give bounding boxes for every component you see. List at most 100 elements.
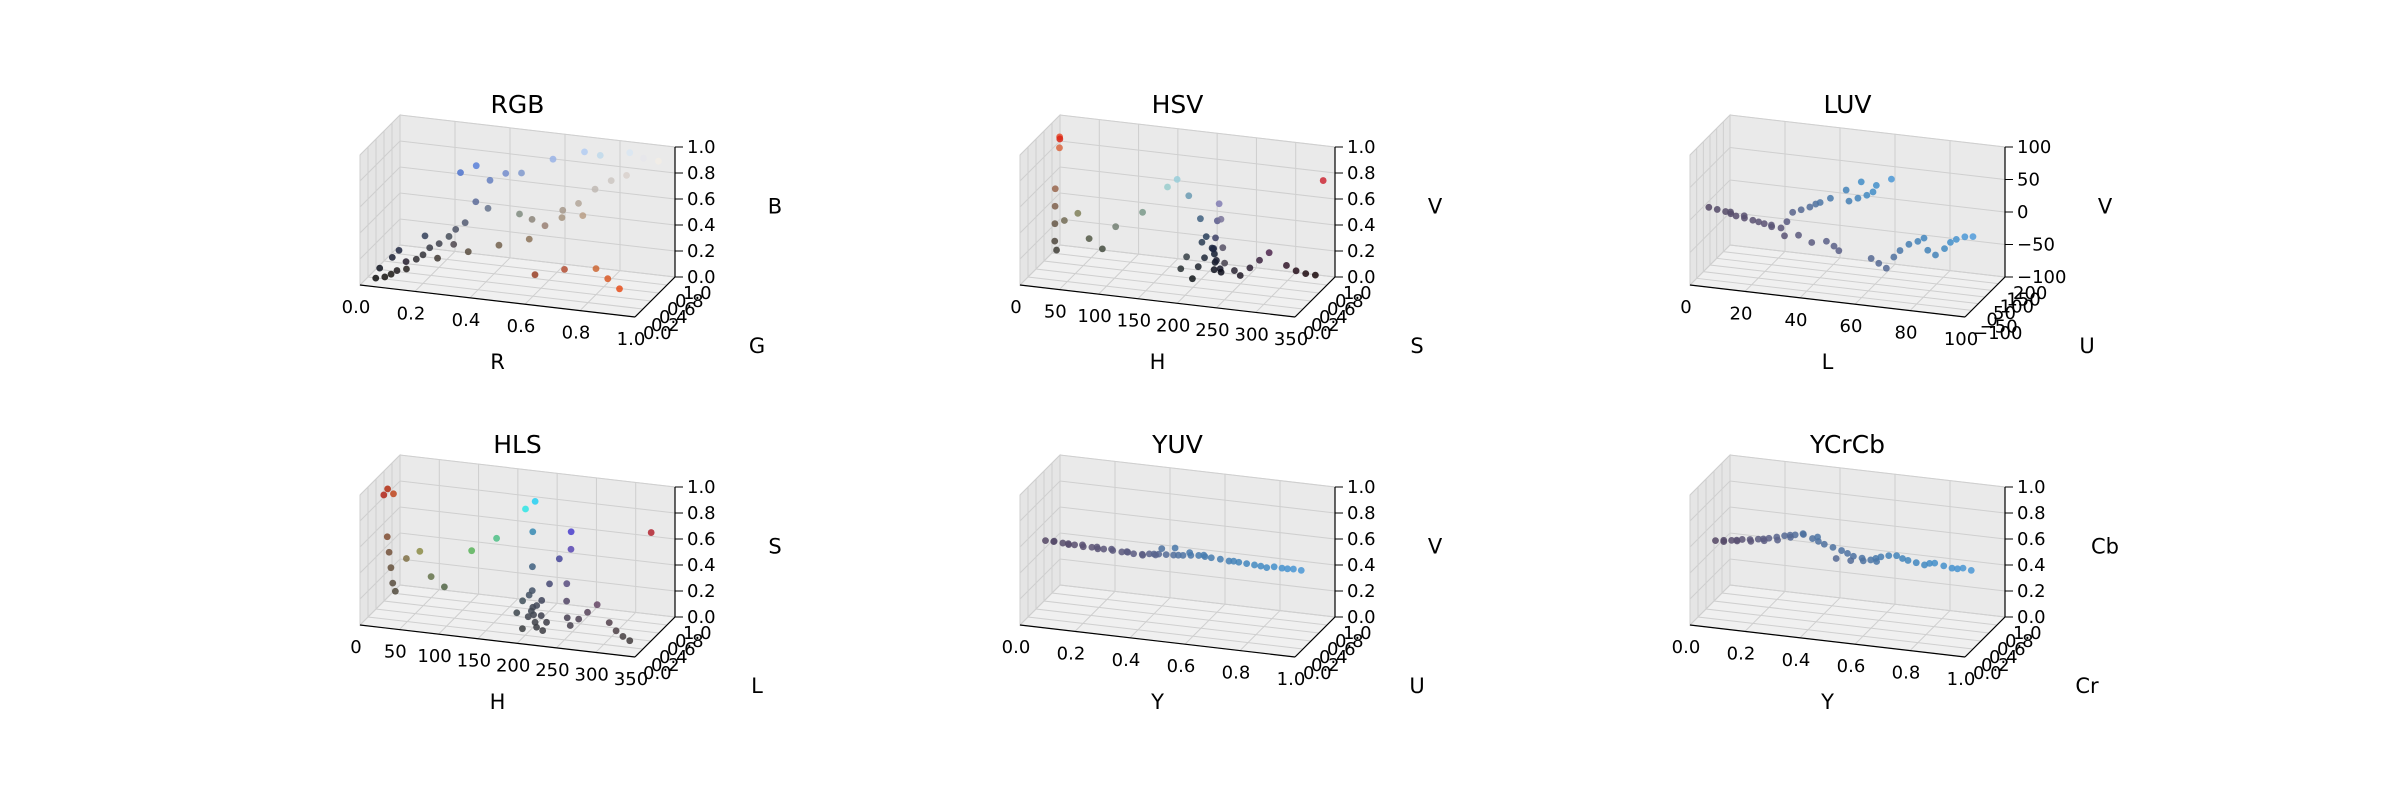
data-point — [1806, 203, 1814, 211]
y-tick-label: 0.8 — [1335, 631, 1364, 652]
x-axis-line — [359, 624, 636, 658]
data-point — [529, 528, 537, 536]
data-point — [1921, 561, 1928, 569]
z-tick-label: −50 — [2017, 235, 2055, 256]
z-axis-label: S — [768, 535, 781, 559]
x-axis-line — [1019, 284, 1296, 318]
data-point — [1212, 234, 1219, 242]
y-tick-label: −50 — [1980, 316, 2018, 337]
data-point — [486, 176, 494, 184]
chart-title: LUV — [1823, 90, 1871, 119]
data-point — [1209, 245, 1217, 253]
data-point — [1164, 183, 1171, 191]
data-point — [1954, 565, 1961, 573]
data-point — [519, 597, 526, 605]
x-tick-label: 50 — [1044, 302, 1067, 323]
data-point — [518, 169, 525, 177]
y-tick-label: 0.0 — [643, 663, 672, 684]
z-tick-label: 0.8 — [687, 503, 716, 524]
y-tick-label: 0.8 — [1335, 291, 1364, 312]
data-point — [1311, 271, 1319, 279]
z-tick-label: 0.6 — [687, 529, 716, 550]
z-grid-line — [1689, 480, 2006, 522]
x-tick-label: 0.4 — [452, 310, 481, 331]
y-tick-label: 200 — [2013, 283, 2047, 304]
y-tick-label: 0 — [1986, 310, 1997, 331]
data-point — [1236, 272, 1244, 279]
data-point — [1302, 270, 1310, 278]
x-tick-label: 50 — [384, 642, 407, 663]
data-point — [566, 622, 574, 629]
x-axis-line — [1019, 624, 1296, 658]
x-tick-label: 350 — [1274, 329, 1308, 350]
x-tick-label: 0 — [350, 637, 361, 658]
z-axis-label: V — [1428, 535, 1443, 559]
data-point — [1823, 237, 1830, 245]
y-tick-label: 1.0 — [1343, 283, 1372, 304]
data-point — [1749, 216, 1757, 224]
data-point — [1967, 567, 1975, 574]
z-tick-label: 0 — [2017, 202, 2028, 223]
z-tick-label: 0.8 — [1347, 503, 1376, 524]
data-point — [1231, 267, 1238, 274]
data-point — [387, 564, 395, 572]
data-point — [391, 587, 399, 595]
data-point — [563, 580, 571, 588]
data-point — [533, 602, 541, 609]
data-point — [1278, 564, 1286, 572]
data-point — [1830, 242, 1838, 250]
z-tick-label: 0.8 — [2017, 503, 2046, 524]
data-point — [1875, 259, 1883, 267]
data-point — [1108, 545, 1115, 553]
data-point — [1904, 557, 1912, 564]
data-point — [616, 285, 623, 293]
x-tick-label: 100 — [417, 646, 451, 667]
data-point — [1768, 221, 1775, 229]
data-point — [381, 273, 389, 281]
y-tick-label: 0.4 — [659, 647, 688, 668]
data-point — [1820, 540, 1828, 548]
x-tick-label: 0.2 — [1057, 643, 1086, 664]
data-point — [581, 148, 588, 156]
y-tick-label: 0.2 — [1311, 655, 1340, 676]
data-point — [1774, 536, 1781, 544]
y-tick-label: 100 — [2000, 296, 2034, 317]
data-point — [1123, 548, 1131, 556]
data-point — [1905, 240, 1913, 248]
data-point — [559, 206, 567, 214]
y-tick-label: 0.4 — [659, 307, 688, 328]
data-point — [440, 583, 448, 591]
data-point — [450, 241, 458, 248]
z-tick-label: 1.0 — [1347, 477, 1376, 498]
data-point — [1216, 555, 1224, 563]
y-axis-label: S — [1410, 334, 1423, 358]
data-point — [412, 255, 420, 263]
data-point — [1200, 551, 1208, 559]
data-point — [383, 533, 391, 541]
data-point — [539, 627, 547, 634]
z-tick-label: 0.8 — [687, 163, 716, 184]
data-point — [593, 601, 601, 609]
subplot-luv: 0 20 40 60 80 100−100−50050100150200−100−5005… — [1680, 90, 2113, 374]
data-point — [533, 623, 540, 631]
data-point — [1051, 237, 1059, 245]
data-point — [528, 216, 536, 223]
data-point — [1738, 536, 1746, 543]
subplot-hls: 0 50 100 150 200 250 300 3500.00.20.40.60.81.00… — [350, 430, 781, 714]
subplot-rgb: 0.0 0.2 0.4 0.6 0.8 1.00.00.20.40.60.81.00.00… — [342, 90, 783, 374]
z-grid-line — [359, 532, 676, 574]
y-axis-label: U — [2079, 334, 2094, 358]
y-tick-label: 0.2 — [1981, 655, 2010, 676]
data-point — [426, 244, 434, 252]
data-point — [1885, 552, 1893, 559]
y-tick-label: 0.6 — [667, 639, 696, 660]
y-axis-line — [634, 616, 676, 658]
y-tick-label: 0.4 — [1319, 307, 1348, 328]
x-tick-label: 0.8 — [1222, 663, 1251, 684]
data-point — [495, 241, 503, 249]
x-tick-label: 150 — [457, 651, 491, 672]
data-point — [1789, 208, 1797, 216]
data-point — [1845, 197, 1853, 205]
x-tick-label: 150 — [1117, 311, 1151, 332]
x-tick-label: 200 — [496, 655, 530, 676]
